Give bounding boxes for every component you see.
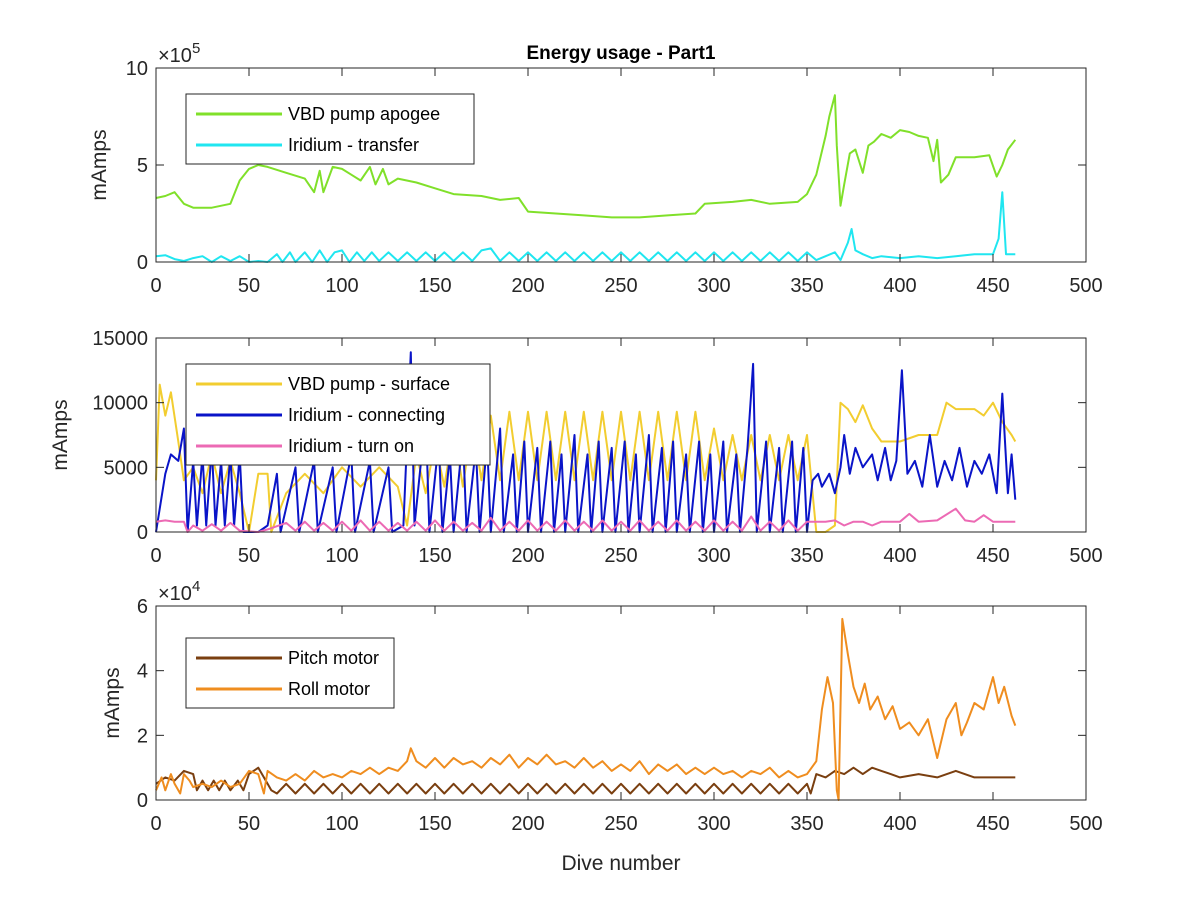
x-tick-label: 500 (1069, 813, 1102, 835)
legend-box (185, 93, 475, 165)
legend: VBD pump - surface Iridium - connecting Ir… (185, 363, 491, 466)
legend-label: VBD pump apogee (288, 104, 440, 124)
x-tick-label: 150 (418, 545, 451, 567)
x-tick-label: 0 (150, 545, 161, 567)
y-axis-label: mAmps (101, 667, 124, 738)
x-tick-label: 50 (238, 275, 260, 297)
legend-box (185, 637, 395, 709)
series-line-2-1 (155, 383, 1017, 533)
panel-1: 0 50 100 150 200 250 300 350 400 450 500 0 5 10 ×105 mA… (88, 40, 1103, 297)
x-tick-label: 100 (325, 545, 358, 567)
legend: VBD pump apogee Iridium - transfer (185, 93, 475, 165)
y-axis-multiplier: ×104 (158, 578, 200, 605)
x-tick-label: 500 (1069, 545, 1102, 567)
x-tick-label: 300 (697, 545, 730, 567)
x-tick-label: 150 (418, 813, 451, 835)
x-tick-label: 300 (697, 813, 730, 835)
x-tick-label: 200 (511, 275, 544, 297)
x-tick-label: 200 (511, 545, 544, 567)
x-tick-label: 0 (150, 813, 161, 835)
x-tick-label: 450 (976, 545, 1009, 567)
legend-label: Iridium - turn on (288, 436, 414, 456)
y-tick-label: 0 (137, 522, 148, 544)
x-tick-label: 250 (604, 813, 637, 835)
y-tick-label: 2 (137, 725, 148, 747)
x-tick-label: 450 (976, 813, 1009, 835)
panel-2: 0 50 100 150 200 250 300 350 400 450 5000500010000… (49, 328, 1103, 567)
x-tick-label: 200 (511, 813, 544, 835)
x-tick-label: 350 (790, 545, 823, 567)
legend-label: VBD pump - surface (288, 374, 450, 394)
x-tick-label: 300 (697, 275, 730, 297)
x-tick-label: 250 (604, 545, 637, 567)
x-tick-label: 250 (604, 275, 637, 297)
legend-label: Iridium - connecting (288, 405, 445, 425)
series-line-1-2 (155, 191, 1016, 263)
chart-title: Energy usage - Part1 (526, 43, 715, 64)
y-tick-label: 4 (137, 661, 148, 683)
x-tick-label: 500 (1069, 275, 1102, 297)
series-group (155, 94, 1017, 263)
y-tick-label: 0 (137, 252, 148, 274)
x-tick-label: 400 (883, 275, 916, 297)
x-tick-label: 50 (238, 545, 260, 567)
x-axis-label: Dive number (561, 852, 680, 875)
x-tick-label: 400 (883, 813, 916, 835)
y-tick-label: 10000 (92, 393, 148, 415)
y-tick-label: 6 (137, 596, 148, 618)
legend: Pitch motor Roll motor (185, 637, 395, 709)
x-tick-label: 100 (325, 813, 358, 835)
y-tick-label: 15000 (92, 328, 148, 350)
y-axis-label: mAmps (88, 129, 111, 200)
x-tick-label: 400 (883, 545, 916, 567)
y-tick-label: 0 (137, 790, 148, 812)
x-tick-label: 0 (150, 275, 161, 297)
y-axis-multiplier: ×105 (158, 40, 200, 67)
y-tick-label: 10 (126, 58, 148, 80)
x-tick-label: 50 (238, 813, 260, 835)
x-tick-label: 150 (418, 275, 451, 297)
y-axis-label: mAmps (49, 399, 72, 470)
y-tick-label: 5 (137, 155, 148, 177)
x-tick-label: 350 (790, 813, 823, 835)
x-tick-label: 450 (976, 275, 1009, 297)
series-group (155, 617, 1017, 801)
series-line-3-2 (155, 617, 1017, 801)
series-line-3-1 (155, 766, 1016, 795)
legend-label: Pitch motor (288, 648, 379, 668)
x-tick-label: 100 (325, 275, 358, 297)
x-tick-label: 350 (790, 275, 823, 297)
series-line-1-1 (155, 94, 1017, 219)
panel-3: 0 50 100 150 200 250 300 350 400 450 500 0 2 4 6 ×104 mA… (101, 578, 1103, 875)
legend-label: Roll motor (288, 679, 370, 699)
series-line-2-3 (155, 507, 1016, 533)
legend-label: Iridium - transfer (288, 135, 419, 155)
y-tick-label: 5000 (104, 457, 149, 479)
